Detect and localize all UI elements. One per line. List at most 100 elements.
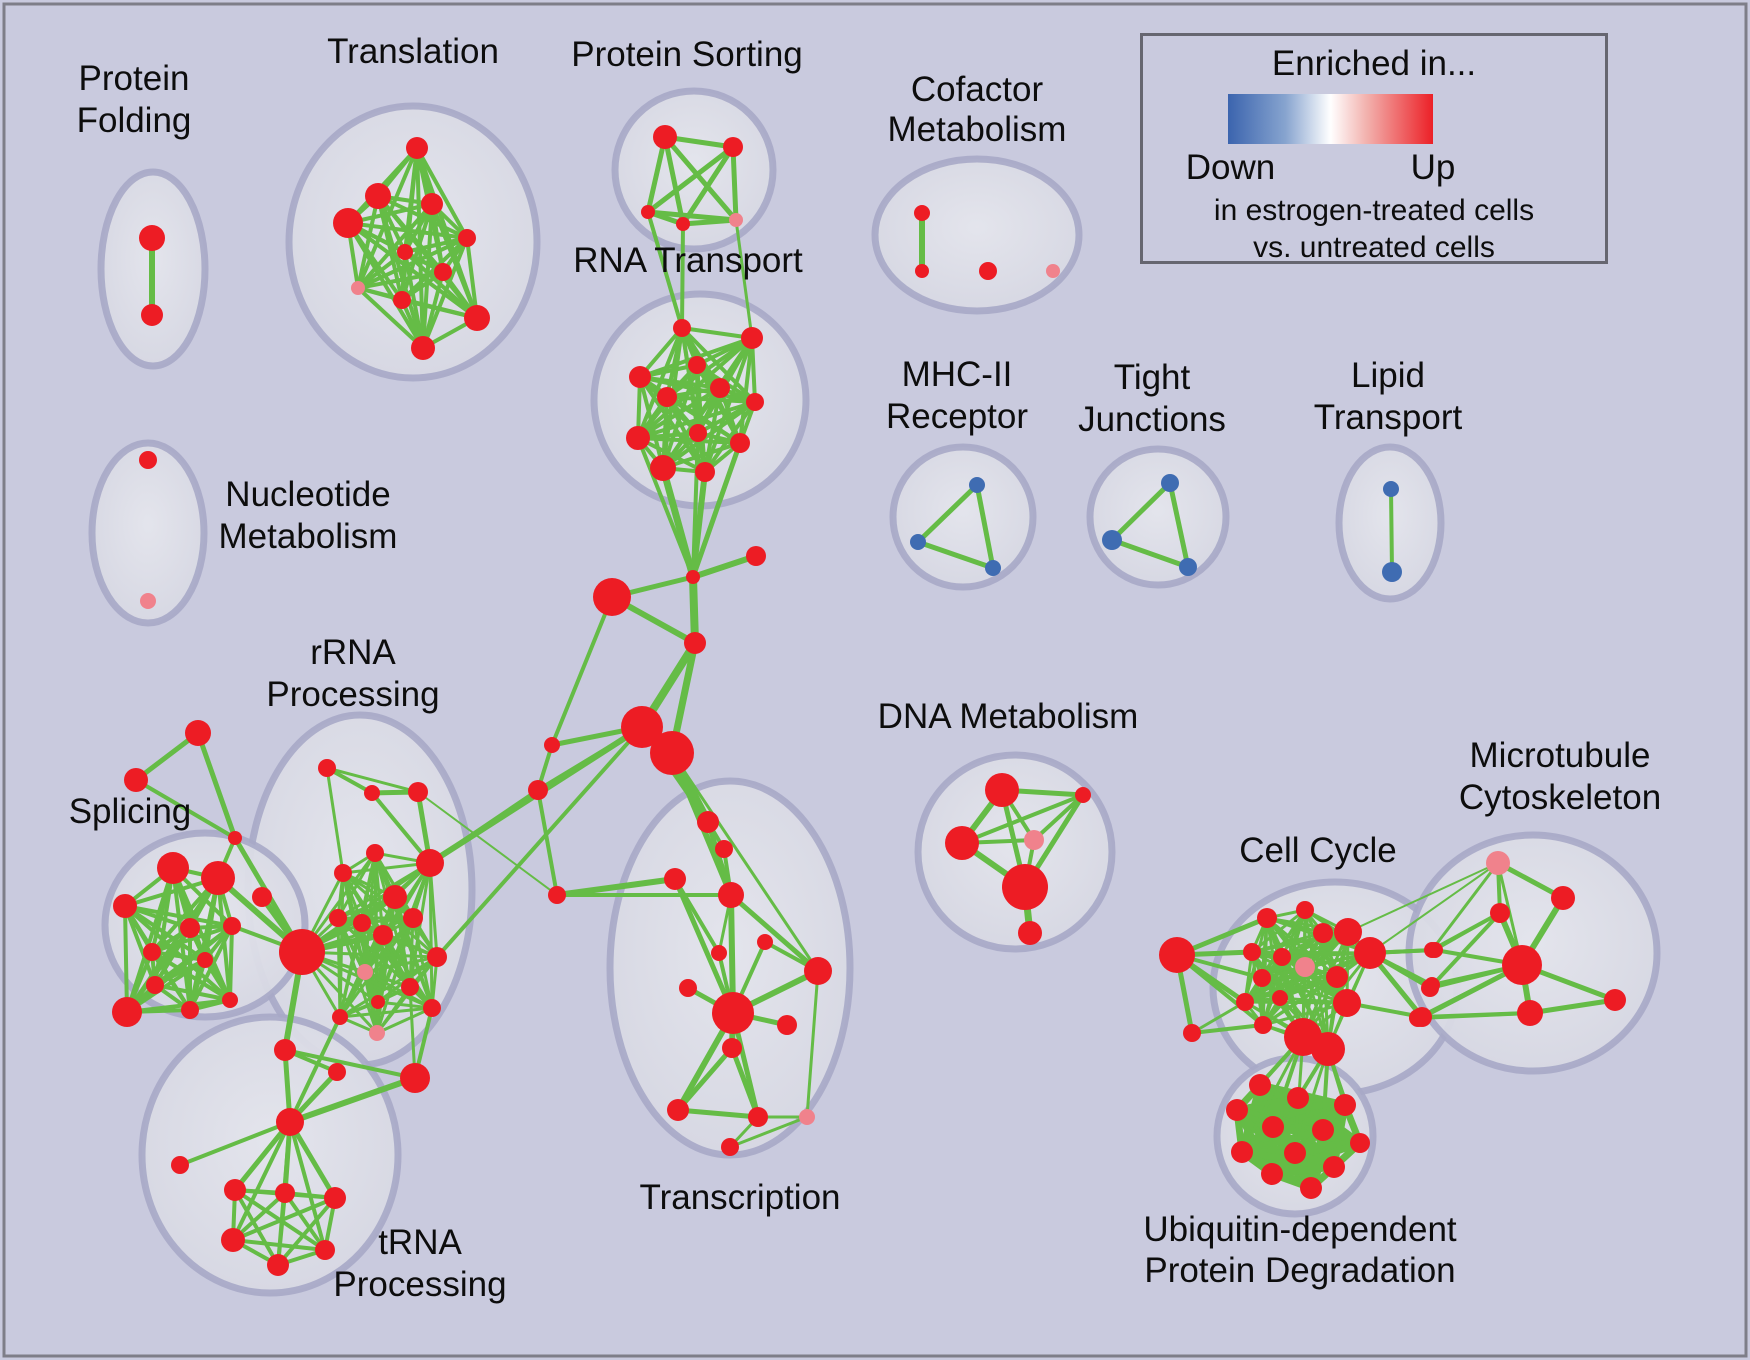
- network-edge-rr14-rr15: [363, 955, 439, 974]
- network-edge-mt5-mt6: [1527, 997, 1618, 1016]
- network-edge-tx9-tx3: [672, 876, 736, 1016]
- network-edge-tl3-tl10: [430, 202, 479, 320]
- network-node-cf4: [1046, 264, 1060, 278]
- network-node-tl8: [351, 281, 365, 295]
- cluster-ellipse-tight-junctions: [1086, 445, 1230, 589]
- network-node-mt1: [1486, 851, 1510, 875]
- network-edge-rr10-rr19: [338, 916, 415, 1019]
- network-edge-tx8-tx14: [805, 969, 820, 1119]
- network-node-sp5: [223, 917, 241, 935]
- network-node-cn5: [621, 706, 663, 748]
- network-node-cn7: [544, 737, 560, 753]
- network-node-tx2: [715, 840, 733, 858]
- network-edge-ps4-rt1: [680, 222, 685, 330]
- network-edge-sp5-sp11: [228, 924, 234, 1002]
- network-edge-cn6-tx8: [670, 751, 820, 973]
- network-edge-sp9-sp11: [125, 998, 232, 1014]
- network-node-rr14: [427, 947, 447, 967]
- network-edge-cc1-cc16: [1175, 953, 1265, 1027]
- network-edge-tl1-tl5: [415, 146, 469, 240]
- network-edge-cc2-cc16: [1190, 1023, 1265, 1035]
- network-node-sp7: [197, 952, 213, 968]
- cluster-label-cell-cycle-line1: Cell Cycle: [1239, 831, 1397, 870]
- network-edge-mt1-mt2: [1495, 860, 1566, 901]
- cluster-ellipse-mhc-ii-receptor: [889, 443, 1037, 591]
- network-node-tx8: [804, 957, 832, 985]
- cluster-label-cofactor-metabolism-line1: Cofactor: [911, 70, 1044, 109]
- network-node-tr3: [224, 1179, 246, 1201]
- network-node-tx12: [667, 1099, 689, 1121]
- network-edge-ps5-rt2: [734, 218, 754, 340]
- network-edge-ps1-ps5: [662, 134, 739, 223]
- legend-title: Enriched in...: [1271, 44, 1477, 83]
- network-node-tr2: [171, 1156, 189, 1174]
- network-edge-rr23-rr16: [408, 985, 417, 1080]
- network-node-tr4: [275, 1183, 295, 1203]
- network-node-ub1: [1249, 1074, 1271, 1096]
- network-node-cn3: [593, 578, 631, 616]
- network-node-rt12: [695, 462, 715, 482]
- network-node-cc15: [1272, 990, 1288, 1006]
- network-node-sp11: [222, 992, 238, 1008]
- network-node-sat1: [185, 720, 211, 746]
- network-node-cf3: [979, 262, 997, 280]
- network-edge-tl5-tl8: [356, 236, 469, 290]
- network-node-cn2: [746, 546, 766, 566]
- network-node-cn8: [528, 780, 548, 800]
- cluster-label-dna-metabolism-line1: DNA Metabolism: [878, 697, 1139, 736]
- network-node-cc9: [1295, 957, 1315, 977]
- network-edge-cc18-ub9: [1293, 1047, 1330, 1155]
- network-node-nm2: [140, 593, 156, 609]
- network-node-rr4: [416, 849, 444, 877]
- network-edge-sp8-sp11: [153, 983, 232, 1002]
- network-node-tj3: [1179, 558, 1197, 576]
- network-node-dm6: [1018, 921, 1042, 945]
- network-edge-mh2-mh3: [915, 539, 996, 571]
- network-node-rr9: [329, 909, 347, 927]
- cluster-label-protein-folding-line2: Folding: [77, 101, 192, 140]
- network-edge-tj1-tj2: [1109, 480, 1173, 543]
- network-node-nm1: [139, 451, 157, 469]
- network-edge-sp3-sp5: [123, 904, 234, 928]
- network-node-rr22: [328, 1063, 346, 1081]
- network-node-cc1: [1159, 937, 1195, 973]
- network-node-mt2: [1551, 886, 1575, 910]
- network-edge-rt7-rt12: [703, 400, 757, 474]
- network-node-tl2: [365, 183, 391, 209]
- network-edge-rr3-cn9: [417, 791, 558, 896]
- network-edge-rr4-rr18: [428, 861, 434, 1010]
- network-node-rt5: [710, 378, 730, 398]
- network-node-rr17: [371, 995, 385, 1009]
- legend-desc-line1: in estrogen-treated cells: [1213, 194, 1535, 227]
- network-edge-rr15-rr18: [363, 970, 434, 1010]
- network-node-cc10: [1253, 969, 1271, 987]
- network-edge-dm2-dm3: [960, 793, 1085, 845]
- network-edge-tj2-tj3: [1109, 537, 1191, 570]
- network-node-rr11: [353, 914, 371, 932]
- network-edge-rr8-rr18: [393, 895, 434, 1010]
- network-node-sp9: [112, 997, 142, 1027]
- network-node-cc2: [1183, 1024, 1201, 1042]
- network-node-mt9: [1409, 1009, 1427, 1027]
- network-node-ps5: [729, 213, 743, 227]
- network-node-sat3: [228, 831, 242, 845]
- network-node-tj2: [1102, 530, 1122, 550]
- cluster-label-protein-folding-line1: Protein: [79, 59, 190, 98]
- network-node-sp3: [113, 894, 137, 918]
- legend-up-label: Up: [1410, 148, 1456, 187]
- network-node-rr21: [274, 1039, 296, 1061]
- network-node-ps1: [653, 125, 677, 149]
- network-edge-rt6-rt10: [665, 395, 742, 445]
- network-edge-cc2-cc14: [1190, 1000, 1247, 1035]
- network-edge-ps3-rt1: [646, 210, 684, 330]
- network-edge-rr14-rr19: [338, 955, 439, 1019]
- network-node-tx14: [799, 1109, 815, 1125]
- network-node-rr8: [383, 885, 407, 909]
- network-node-rr10: [403, 908, 423, 928]
- network-edge-tl5-tl6: [403, 236, 469, 254]
- legend-desc-line2: vs. untreated cells: [1253, 231, 1495, 264]
- network-node-tl11: [411, 336, 435, 360]
- network-edge-tr5-tr6: [231, 1196, 337, 1242]
- network-edge-rt10-rt11: [661, 441, 742, 470]
- legend-gradient-bar: [1228, 94, 1433, 144]
